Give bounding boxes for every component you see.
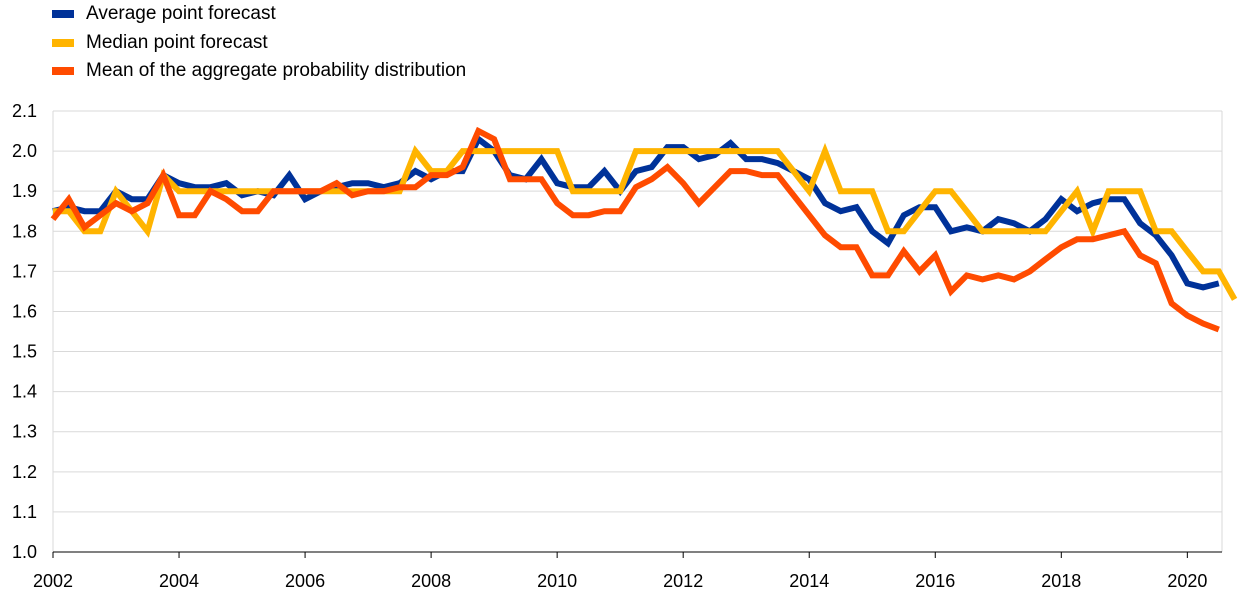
legend-swatch-median <box>52 38 74 47</box>
legend-swatch-mean-distribution <box>52 67 74 76</box>
y-tick-label: 1.1 <box>12 502 37 522</box>
x-tick-label: 2016 <box>915 571 955 591</box>
y-tick-label: 1.4 <box>12 382 37 402</box>
x-tick-label: 2012 <box>663 571 703 591</box>
series-line-median <box>53 142 1238 301</box>
x-tick-label: 2020 <box>1167 571 1207 591</box>
legend-swatch-average <box>52 10 74 19</box>
series-lines <box>50 126 1238 333</box>
y-tick-label: 1.5 <box>12 342 37 362</box>
y-tick-label: 1.3 <box>12 422 37 442</box>
gridlines <box>52 110 1223 552</box>
axes <box>52 551 1222 558</box>
y-tick-label: 1.2 <box>12 462 37 482</box>
legend-item-median: Median point forecast <box>52 29 466 58</box>
legend-item-average: Average point forecast <box>52 0 466 29</box>
series-line-mean-distribution <box>50 126 1220 333</box>
legend: Average point forecast Median point fore… <box>52 0 466 86</box>
x-tick-label: 2014 <box>789 571 829 591</box>
x-tick-label: 2010 <box>537 571 577 591</box>
y-tick-label: 1.9 <box>12 181 37 201</box>
x-tick-label: 2018 <box>1041 571 1081 591</box>
y-tick-label: 1.0 <box>12 542 37 562</box>
x-tick-label: 2002 <box>33 571 73 591</box>
legend-label-average: Average point forecast <box>86 3 276 25</box>
legend-item-mean-distribution: Mean of the aggregate probability distri… <box>52 57 466 86</box>
legend-label-mean-distribution: Mean of the aggregate probability distri… <box>86 60 467 82</box>
x-tick-label: 2004 <box>159 571 199 591</box>
x-tick-label: 2006 <box>285 571 325 591</box>
x-tick-label: 2008 <box>411 571 451 591</box>
y-tick-label: 1.7 <box>12 261 37 281</box>
legend-label-median: Median point forecast <box>86 31 268 53</box>
y-tick-label: 2.1 <box>12 101 37 121</box>
y-tick-label: 2.0 <box>12 141 37 161</box>
series-line-average <box>52 134 1220 291</box>
y-tick-label: 1.6 <box>12 301 37 321</box>
tick-labels: 1.0 1.1 1.2 1.3 1.4 1.5 1.6 1.7 1.8 1.9 2.0 2.1 2002… <box>12 101 1207 591</box>
y-tick-label: 1.8 <box>12 221 37 241</box>
